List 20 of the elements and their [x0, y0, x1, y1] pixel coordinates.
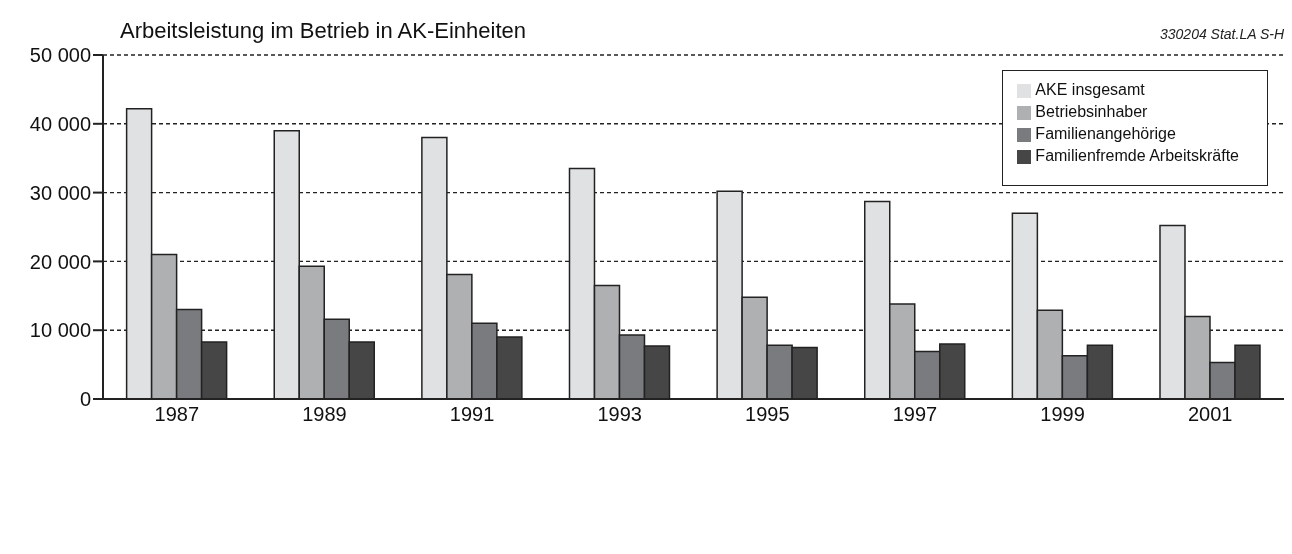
- x-tick-label: 1995: [745, 403, 790, 426]
- y-tick-label: 40 000: [29, 112, 91, 135]
- legend-label: Betriebsinhaber: [1035, 103, 1148, 120]
- x-tick-label: 1987: [154, 403, 200, 426]
- legend-label: AKE insgesamt: [1035, 81, 1145, 98]
- y-tick-label: 50 000: [29, 44, 91, 67]
- x-tick-label: 1991: [449, 403, 495, 426]
- chart-title: Arbeitsleistung im Betrieb in AK-Einheiten: [120, 18, 526, 44]
- legend-label: Familienfremde Arbeitskräfte: [1035, 147, 1239, 164]
- y-tick-label: 0: [79, 388, 91, 411]
- y-tick-label: 30 000: [29, 181, 91, 204]
- legend-label: Familienangehörige: [1035, 125, 1176, 142]
- text: 330204 Stat.LA S-H: [1159, 26, 1284, 42]
- x-tick-label: 1989: [302, 403, 347, 426]
- x-tick-label: 1999: [1040, 403, 1085, 426]
- x-tick-label: 1997: [892, 403, 938, 426]
- x-tick-label: 1993: [597, 403, 642, 426]
- x-tick-label: 2001: [1187, 403, 1233, 426]
- y-tick-label: 20 000: [29, 250, 91, 273]
- y-tick-label: 10 000: [29, 319, 91, 342]
